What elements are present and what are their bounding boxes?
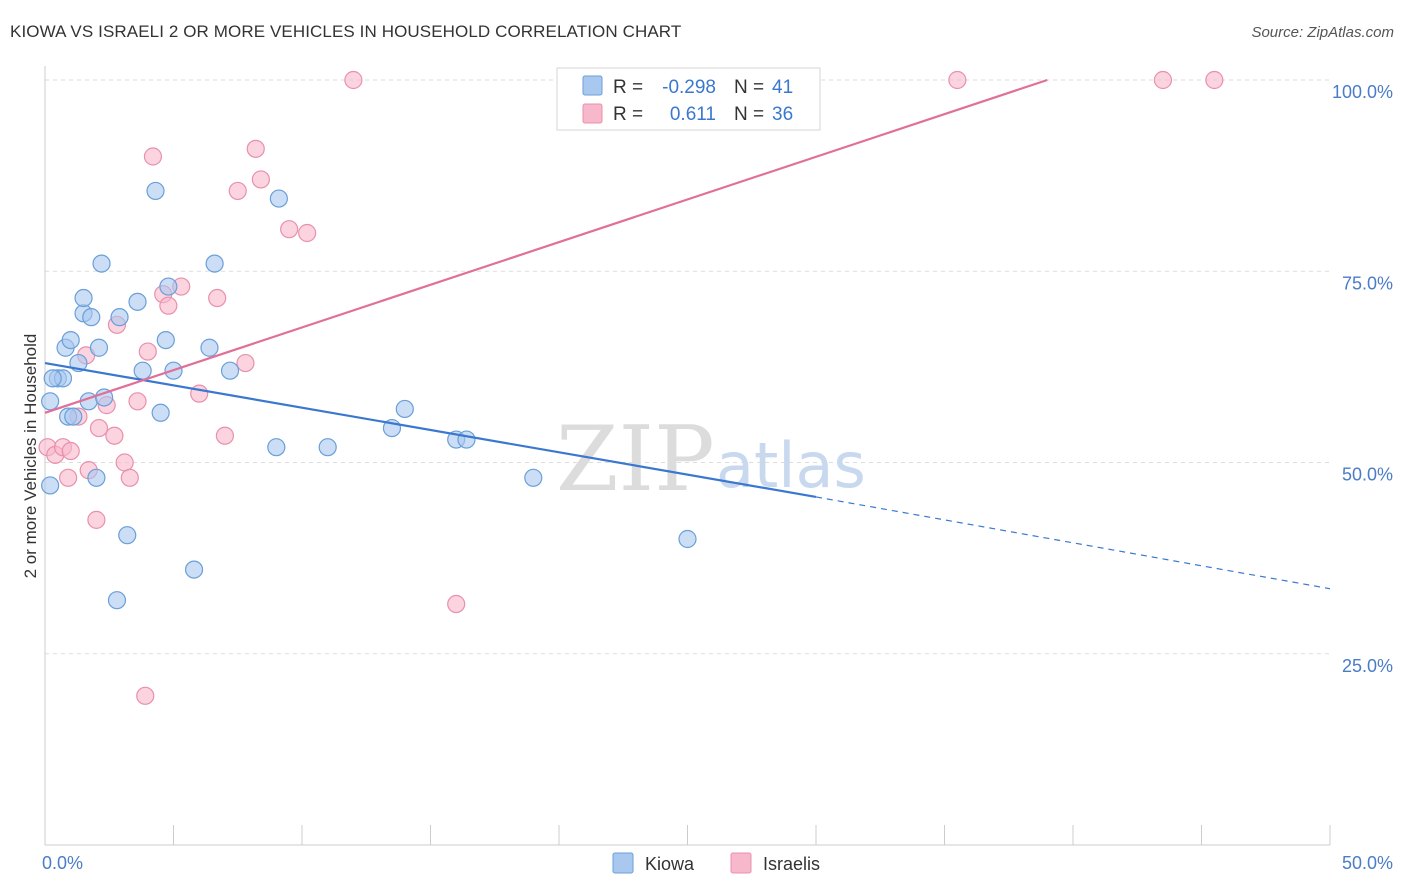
legend-israelis-n-value: 36 [772, 104, 793, 125]
israelis-point-31 [344, 70, 363, 90]
kiowa-point-32 [269, 189, 288, 208]
kiowa-point-37 [457, 430, 476, 449]
x-tick-label-1: 50.0% [1342, 853, 1393, 873]
kiowa-point-10 [74, 288, 93, 308]
series-israelis [38, 70, 1224, 705]
israelis-point-20 [159, 296, 178, 315]
legend-kiowa-r-label: R = [613, 77, 643, 98]
kiowa-point-12 [82, 308, 101, 327]
kiowa-point-23 [151, 403, 170, 422]
israelis-point-24 [215, 426, 234, 445]
kiowa-trend-line [44, 361, 817, 499]
bottom-legend: Kiowa Israelis [612, 852, 820, 874]
y-axis-title: 2 or more Vehicles in Household [21, 334, 40, 579]
israelis-point-25 [228, 181, 247, 201]
israelis-point-16 [136, 686, 155, 705]
legend-israelis-r-value: 0.611 [670, 104, 716, 125]
bottom-legend-kiowa-label: Kiowa [645, 854, 695, 874]
israelis-point-35 [1205, 70, 1224, 90]
kiowa-point-29 [205, 254, 224, 273]
israelis-point-28 [251, 170, 270, 189]
israelis-point-34 [1153, 70, 1173, 90]
kiowa-point-21 [133, 361, 152, 380]
kiowa-point-17 [107, 591, 127, 610]
israelis-point-29 [280, 220, 299, 239]
watermark: ZIP atlas [556, 407, 866, 512]
kiowa-point-1 [41, 392, 60, 411]
israelis-point-14 [120, 468, 139, 487]
kiowa-point-0 [41, 476, 60, 495]
watermark-zip: ZIP [556, 407, 715, 512]
source-label: Source: ZipAtlas.com [1251, 24, 1394, 41]
x-tick-labels: 0.0% 50.0% [42, 853, 1393, 873]
israelis-point-32 [447, 594, 466, 614]
kiowa-trend-extension [815, 496, 1331, 590]
legend: R = -0.298 N = 41 R = 0.611 N = 36 [556, 67, 821, 131]
y-tick-labels: 25.0% 50.0% 75.0% 100.0% [1332, 82, 1393, 676]
kiowa-point-30 [220, 361, 240, 380]
israelis-point-17 [138, 342, 157, 361]
bottom-legend-kiowa-swatch [612, 852, 634, 874]
legend-israelis-swatch [582, 103, 603, 124]
kiowa-point-18 [110, 308, 129, 327]
kiowa-point-6 [61, 331, 80, 350]
kiowa-point-38 [524, 468, 543, 487]
kiowa-point-19 [118, 526, 137, 545]
legend-kiowa-r-value: -0.298 [662, 77, 716, 98]
kiowa-point-28 [200, 338, 219, 357]
kiowa-point-39 [678, 529, 697, 549]
israelis-point-13 [115, 453, 134, 472]
y-tick-label-2: 75.0% [1342, 273, 1393, 293]
legend-kiowa-n-label: N = [734, 77, 764, 98]
kiowa-point-22 [146, 181, 165, 201]
israelis-point-15 [128, 392, 147, 411]
kiowa-point-40 [43, 369, 62, 388]
israelis-point-8 [87, 510, 106, 529]
kiowa-point-16 [95, 388, 114, 407]
legend-israelis-r-label: R = [613, 104, 643, 125]
series-kiowa [41, 181, 697, 610]
y-tick-label-1: 50.0% [1342, 465, 1393, 485]
kiowa-point-25 [159, 277, 178, 296]
kiowa-point-20 [128, 292, 147, 311]
watermark-atlas: atlas [716, 429, 866, 502]
y-tick-label-3: 100.0% [1332, 82, 1393, 102]
israelis-point-11 [105, 426, 124, 445]
israelis-point-30 [298, 223, 317, 243]
israelis-point-23 [208, 288, 227, 308]
x-tick-label-0: 0.0% [42, 853, 83, 873]
israelis-point-4 [61, 441, 80, 461]
y-tick-label-0: 25.0% [1342, 656, 1393, 676]
israelis-point-26 [236, 353, 255, 373]
chart-title: KIOWA VS ISRAELI 2 OR MORE VEHICLES IN H… [10, 22, 682, 41]
kiowa-point-7 [64, 407, 83, 426]
kiowa-point-15 [92, 254, 111, 273]
israelis-point-33 [948, 70, 967, 90]
legend-kiowa-n-value: 41 [772, 77, 793, 98]
israelis-point-9 [89, 418, 109, 438]
kiowa-point-14 [89, 338, 109, 357]
kiowa-point-31 [267, 438, 286, 457]
kiowa-point-13 [87, 468, 106, 487]
israelis-point-3 [59, 468, 78, 487]
kiowa-point-27 [184, 560, 204, 579]
trend-lines [44, 78, 1331, 590]
kiowa-point-35 [395, 399, 414, 419]
legend-israelis-n-label: N = [734, 104, 764, 125]
kiowa-point-24 [156, 331, 175, 350]
legend-kiowa-swatch [582, 75, 603, 96]
israelis-point-18 [143, 147, 163, 166]
bottom-legend-israelis-label: Israelis [763, 854, 820, 874]
kiowa-point-33 [318, 438, 337, 457]
bottom-legend-israelis-swatch [730, 852, 752, 874]
israelis-trend-line [44, 78, 1048, 414]
israelis-point-27 [246, 139, 265, 158]
